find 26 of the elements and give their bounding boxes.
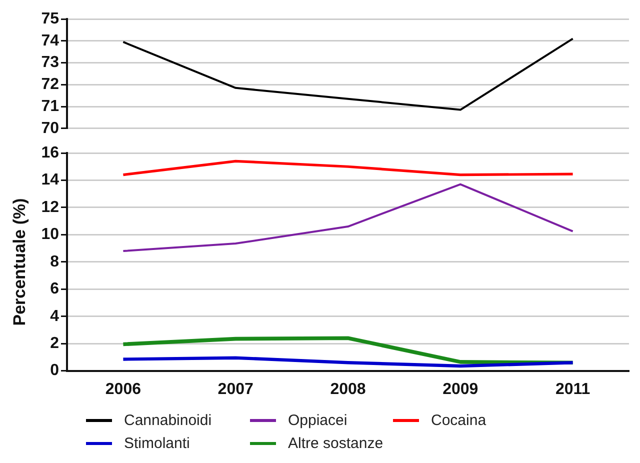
y-tick-label: 4 bbox=[50, 308, 60, 325]
y-tick-label: 70 bbox=[41, 120, 60, 137]
x-tick-label: 2008 bbox=[330, 380, 366, 398]
y-tick-label: 71 bbox=[41, 98, 60, 115]
y-tick-label: 16 bbox=[41, 144, 60, 162]
y-tick-label: 73 bbox=[41, 54, 60, 72]
y-tick-label: 12 bbox=[41, 198, 60, 216]
y-tick-label: 75 bbox=[41, 10, 60, 28]
y-tick-label: 6 bbox=[50, 280, 60, 298]
legend-label: Cocaina bbox=[431, 412, 486, 429]
y-tick-label: 0 bbox=[50, 362, 60, 380]
legend-label: Oppiacei bbox=[288, 412, 348, 429]
y-tick-label: 2 bbox=[50, 334, 60, 352]
legend-label: Altre sostanze bbox=[288, 435, 384, 452]
x-tick-label: 2007 bbox=[218, 380, 254, 398]
x-tick-label: 2006 bbox=[105, 380, 142, 398]
y-axis-title: Percentuale (%) bbox=[10, 198, 30, 326]
x-tick-label: 2009 bbox=[442, 380, 478, 398]
y-tick-label: 72 bbox=[41, 76, 60, 94]
y-tick-label: 8 bbox=[50, 253, 60, 270]
y-tick-label: 14 bbox=[41, 172, 60, 189]
x-tick-label: 2011 bbox=[555, 380, 590, 398]
y-tick-label: 74 bbox=[41, 32, 60, 50]
legend-label: Cannabinoidi bbox=[124, 412, 212, 429]
legend-label: Stimolanti bbox=[124, 435, 190, 452]
y-tick-label: 10 bbox=[41, 226, 60, 244]
